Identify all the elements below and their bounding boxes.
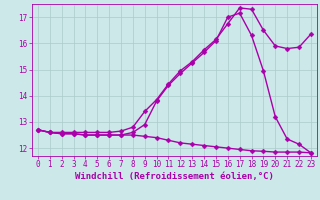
X-axis label: Windchill (Refroidissement éolien,°C): Windchill (Refroidissement éolien,°C)	[75, 172, 274, 181]
